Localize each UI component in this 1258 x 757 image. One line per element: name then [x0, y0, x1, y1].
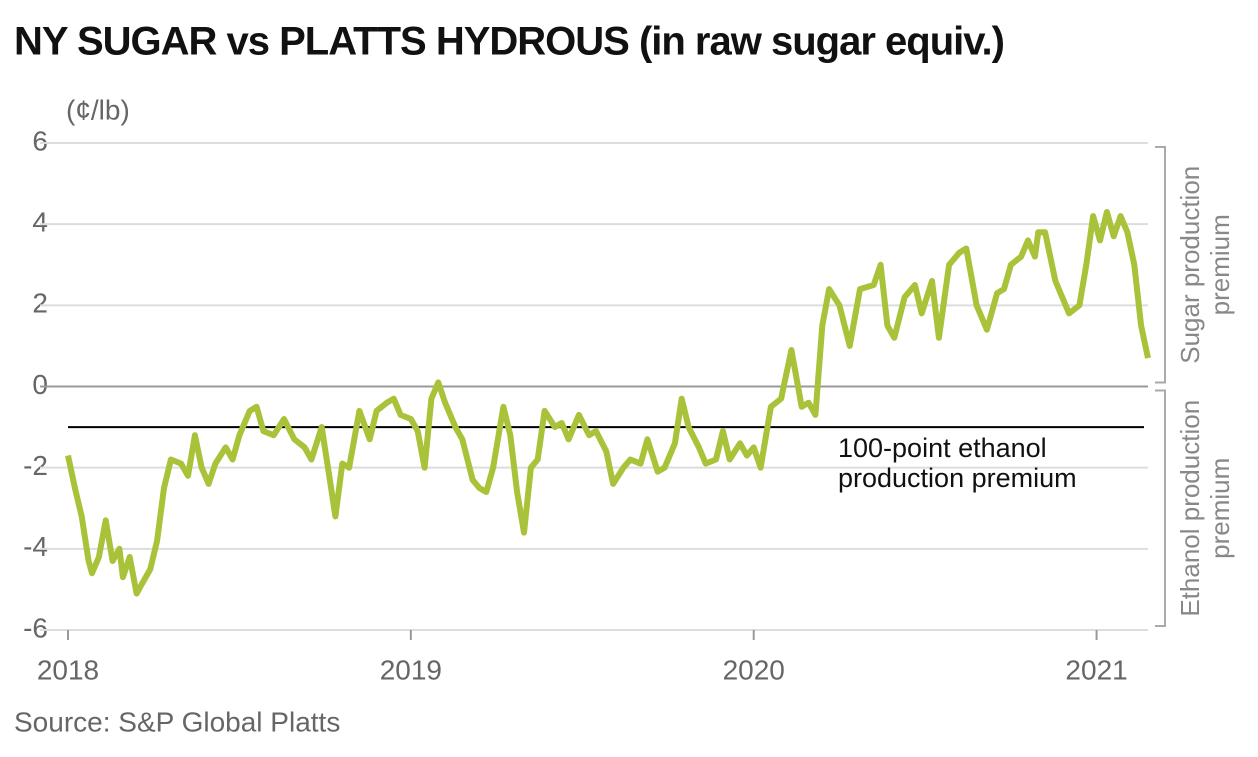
- band-label: premium: [1205, 458, 1235, 559]
- band-label: premium: [1205, 214, 1235, 315]
- y-tick-label: 4: [32, 207, 48, 238]
- y-tick-label: -4: [23, 531, 48, 562]
- reference-label: 100-point ethanol: [838, 433, 1047, 463]
- reference-label: production premium: [838, 463, 1077, 493]
- x-tick-label: 2019: [380, 654, 442, 685]
- x-tick-label: 2018: [37, 654, 99, 685]
- band-bracket: [1155, 146, 1166, 384]
- series-line: [65, 209, 1151, 597]
- unit-label: (¢/lb): [66, 94, 130, 125]
- band-bracket: [1155, 389, 1166, 627]
- y-tick-label: -6: [23, 612, 48, 643]
- band-label: Sugar production: [1175, 166, 1205, 364]
- y-tick-label: 6: [32, 125, 48, 156]
- source: Source: S&P Global Platts: [14, 706, 340, 737]
- y-tick-label: 0: [32, 369, 48, 400]
- x-tick-label: 2021: [1065, 654, 1127, 685]
- band-label: Ethanol production: [1175, 400, 1205, 617]
- y-tick-label: 2: [32, 288, 48, 319]
- chart-title: NY SUGAR vs PLATTS HYDROUS (in raw sugar…: [14, 20, 1004, 64]
- y-tick-label: -2: [23, 450, 48, 481]
- x-tick-label: 2020: [723, 654, 785, 685]
